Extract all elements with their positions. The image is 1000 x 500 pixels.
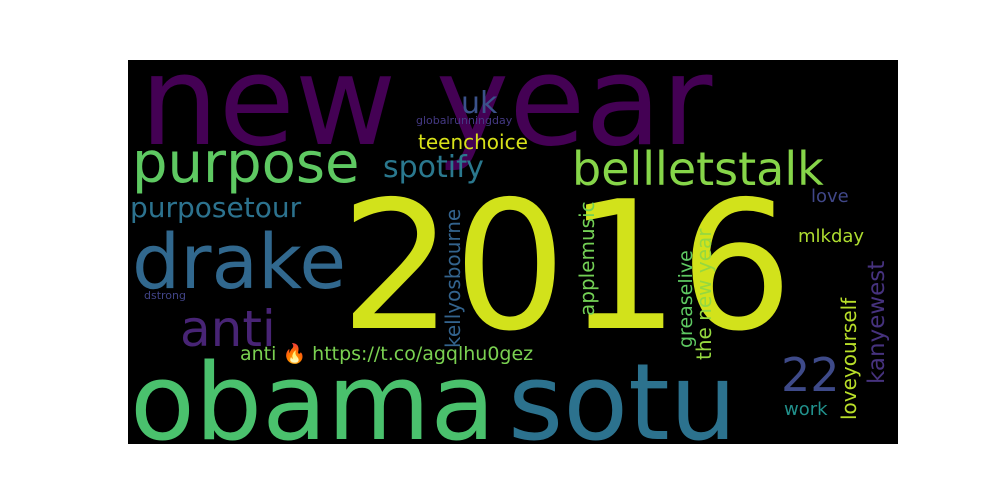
word-drake: drake — [132, 217, 347, 306]
word-cloud: new year 2016 obama sotu drake purpose b… — [128, 60, 898, 444]
word-uk: uk — [461, 86, 498, 121]
word-anti: anti — [180, 300, 276, 358]
word-teenchoice: teenchoice — [418, 130, 528, 154]
word-love: love — [811, 186, 849, 207]
word-spotify: spotify — [383, 150, 484, 185]
word-mlkday: mlkday — [798, 226, 865, 247]
word-purpose: purpose — [132, 131, 360, 196]
word-the-new-year: the new year — [692, 228, 716, 361]
word-bellletstalk: bellletstalk — [572, 142, 824, 196]
word-globalrunningday: globalrunningday — [416, 114, 513, 127]
word-sotu: sotu — [508, 341, 737, 445]
word-obama: obama — [130, 341, 496, 445]
word-new-year: new year — [140, 60, 713, 174]
word-loveyourself: loveyourself — [837, 297, 861, 420]
word-22: 22 — [781, 348, 840, 402]
word-anti-link: anti 🔥 https://t.co/agqlhu0gez — [240, 343, 534, 365]
word-applemusic: applemusic — [575, 201, 599, 316]
word-work: work — [784, 399, 828, 420]
word-2016: 2016 — [340, 163, 793, 370]
word-dstrong: dstrong — [144, 289, 186, 302]
word-purposetour: purposetour — [130, 191, 302, 224]
word-kanyewest: kanyewest — [864, 260, 890, 384]
word-kellyosbourne: kellyosbourne — [441, 208, 465, 348]
